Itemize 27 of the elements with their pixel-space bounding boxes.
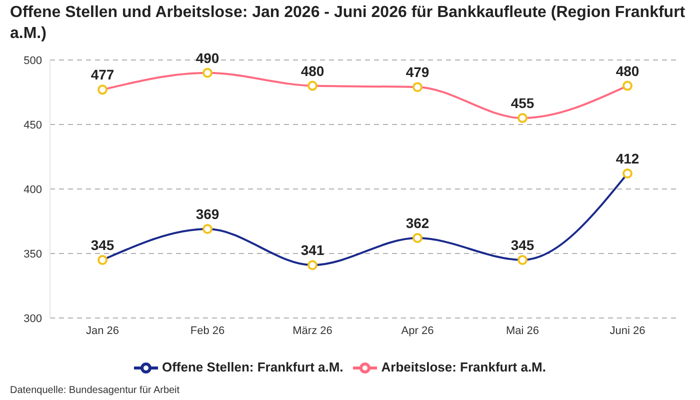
data-label: 455	[510, 95, 534, 112]
x-tick-label: Apr 26	[401, 324, 434, 337]
x-tick-label: Feb 26	[190, 324, 225, 337]
data-label: 362	[406, 215, 430, 232]
legend-label: Offene Stellen: Frankfurt a.M.	[162, 359, 344, 374]
x-tick-label: März 26	[292, 324, 332, 337]
data-label: 341	[300, 242, 324, 258]
y-tick-label: 350	[24, 248, 42, 260]
x-tick-label: Mai 26	[506, 324, 540, 337]
legend-label: Arbeitslose: Frankfurt a.M.	[381, 359, 546, 374]
data-label: 480	[616, 62, 640, 79]
data-label: 490	[196, 50, 220, 66]
data-label: 369	[196, 206, 220, 222]
y-tick-label: 450	[24, 119, 42, 132]
data-label: 479	[406, 64, 430, 80]
data-label: 345	[510, 236, 534, 253]
data-label: 477	[90, 66, 114, 83]
y-tick-label: 300	[24, 312, 42, 325]
x-tick-label: Juni 26	[610, 324, 646, 337]
data-label: 345	[90, 236, 114, 253]
x-tick-label: Jan 26	[86, 324, 120, 337]
chart-title: Offene Stellen und Arbeitslose: Jan 2026 - Juni 2026 für Bankkaufleute (Region Frankfurt a.M.)	[10, 3, 686, 44]
y-tick-label: 500	[24, 54, 42, 67]
data-label: 480	[300, 62, 324, 79]
y-tick-label: 400	[24, 184, 42, 196]
data-label: 412	[616, 150, 640, 167]
text: Datenquelle: Bundesagentur für Arbeit	[10, 385, 180, 396]
